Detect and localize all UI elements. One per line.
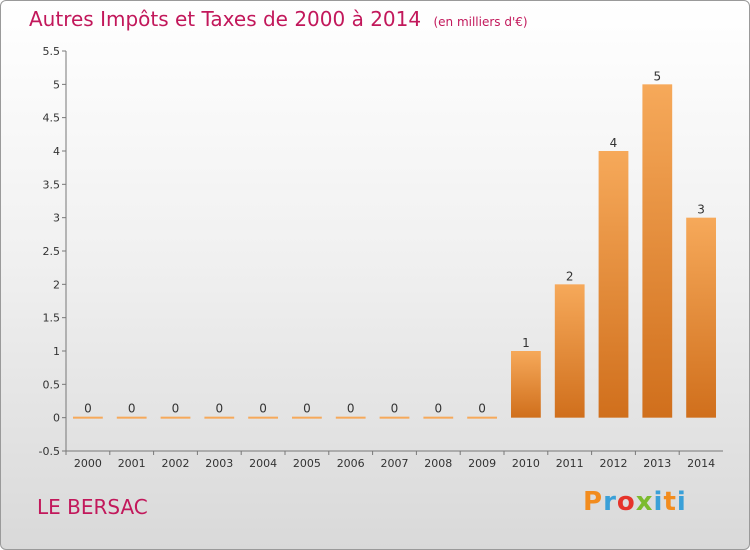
- data-label: 0: [259, 402, 267, 416]
- x-tick-label: 2000: [74, 457, 102, 470]
- y-tick-label: 1.5: [43, 312, 61, 325]
- y-tick-label: 4.5: [43, 112, 61, 125]
- data-label: 0: [347, 402, 355, 416]
- x-tick-label: 2004: [249, 457, 277, 470]
- y-tick-label: 3.5: [43, 178, 61, 191]
- bar: [642, 84, 673, 418]
- logo-letter: x: [635, 487, 654, 517]
- logo-letter: t: [663, 487, 677, 517]
- data-label: 1: [522, 336, 530, 350]
- x-tick-label: 2009: [468, 457, 496, 470]
- y-tick-label: 1: [53, 345, 60, 358]
- data-label: 5: [653, 69, 661, 83]
- logo-letter: o: [616, 487, 636, 517]
- y-tick-label: 2.5: [43, 245, 61, 258]
- data-label: 3: [697, 203, 705, 217]
- logo-letter: i: [653, 487, 664, 517]
- x-tick-label: 2012: [600, 457, 628, 470]
- x-tick-label: 2011: [556, 457, 584, 470]
- y-tick-label: 2: [53, 278, 60, 291]
- x-tick-label: 2008: [424, 457, 452, 470]
- bar: [204, 416, 235, 419]
- y-tick-label: 5.5: [43, 45, 61, 58]
- data-label: 0: [128, 402, 136, 416]
- chart-title: Autres Impôts et Taxes de 2000 à 2014 (e…: [29, 7, 528, 31]
- bar: [248, 416, 278, 419]
- data-label: 0: [172, 402, 180, 416]
- logo-letter: r: [603, 487, 617, 517]
- bar: [335, 416, 366, 419]
- x-tick-label: 2014: [687, 457, 715, 470]
- y-tick-label: 3: [53, 212, 60, 225]
- x-tick-label: 2002: [162, 457, 190, 470]
- data-label: 0: [84, 402, 92, 416]
- x-tick-label: 2005: [293, 457, 321, 470]
- data-label: 0: [303, 402, 311, 416]
- bar: [511, 351, 541, 418]
- bar: [160, 416, 191, 419]
- data-label: 0: [215, 402, 223, 416]
- x-tick-label: 2001: [118, 457, 146, 470]
- data-label: 0: [434, 402, 442, 416]
- data-label: 4: [610, 136, 618, 150]
- y-tick-label: 4: [53, 145, 60, 158]
- logo-letter: i: [676, 487, 687, 517]
- title-unit: (en milliers d'€): [433, 15, 528, 29]
- bar: [467, 416, 497, 419]
- x-tick-label: 2006: [337, 457, 365, 470]
- y-tick-label: 0.5: [43, 378, 61, 391]
- data-label: 0: [391, 402, 399, 416]
- bar: [554, 284, 585, 418]
- x-tick-label: 2003: [205, 457, 233, 470]
- bar: [598, 151, 629, 418]
- x-tick-label: 2007: [381, 457, 409, 470]
- x-tick-label: 2013: [643, 457, 671, 470]
- logo-letter: P: [583, 487, 604, 517]
- bar: [686, 217, 716, 418]
- bar: [379, 416, 410, 419]
- bar: [292, 416, 322, 419]
- bar: [73, 416, 103, 419]
- data-label: 0: [478, 402, 486, 416]
- bar: [423, 416, 454, 419]
- y-tick-label: 5: [53, 78, 60, 91]
- bar: [116, 416, 147, 419]
- y-tick-label: 0: [53, 412, 60, 425]
- y-tick-label: -0.5: [39, 445, 60, 458]
- place-name: LE BERSAC: [37, 495, 148, 519]
- proxiti-logo: Proxiti: [583, 487, 687, 517]
- title-text: Autres Impôts et Taxes de 2000 à 2014: [29, 7, 422, 31]
- x-tick-label: 2010: [512, 457, 540, 470]
- data-label: 2: [566, 269, 574, 283]
